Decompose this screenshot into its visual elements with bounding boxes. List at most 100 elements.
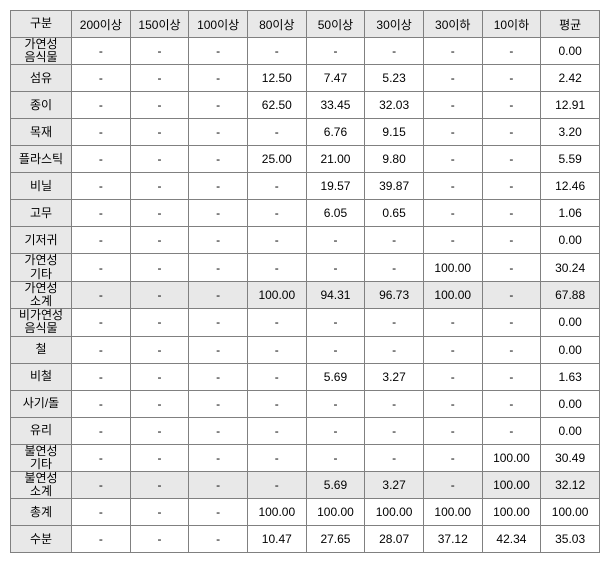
table-cell: - — [423, 65, 482, 92]
table-cell: - — [247, 336, 306, 363]
row-label: 비철 — [11, 363, 72, 390]
table-cell: 62.50 — [247, 92, 306, 119]
table-cell: - — [365, 309, 424, 336]
table-cell: 100.00 — [365, 499, 424, 526]
table-cell: - — [189, 526, 248, 553]
table-cell: 10.47 — [247, 526, 306, 553]
row-label: 가연성소계 — [11, 281, 72, 308]
col-header: 평균 — [541, 11, 600, 38]
table-cell: - — [189, 309, 248, 336]
table-cell: - — [423, 390, 482, 417]
table-cell: - — [72, 309, 131, 336]
table-cell: - — [72, 363, 131, 390]
table-cell: - — [130, 499, 189, 526]
table-cell: - — [423, 173, 482, 200]
table-cell: 25.00 — [247, 146, 306, 173]
table-cell: - — [72, 499, 131, 526]
table-cell: - — [189, 65, 248, 92]
col-header: 구분 — [11, 11, 72, 38]
table-cell: - — [482, 65, 541, 92]
table-cell: - — [189, 417, 248, 444]
table-cell: - — [365, 254, 424, 281]
table-cell: 33.45 — [306, 92, 365, 119]
table-cell: - — [130, 417, 189, 444]
table-cell: 3.20 — [541, 119, 600, 146]
table-cell: 9.15 — [365, 119, 424, 146]
table-cell: - — [423, 309, 482, 336]
table-cell: - — [189, 471, 248, 498]
row-label: 가연성음식물 — [11, 38, 72, 65]
table-cell: - — [130, 146, 189, 173]
table-cell: - — [247, 227, 306, 254]
table-row: 가연성소계---100.0094.3196.73100.00-67.88 — [11, 281, 600, 308]
table-cell: 35.03 — [541, 526, 600, 553]
table-cell: - — [130, 363, 189, 390]
row-label: 비닐 — [11, 173, 72, 200]
table-cell: 27.65 — [306, 526, 365, 553]
data-table: 구분 200이상 150이상 100이상 80이상 50이상 30이상 30이하… — [10, 10, 600, 553]
table-cell: - — [306, 38, 365, 65]
table-cell: - — [423, 363, 482, 390]
table-cell: 100.00 — [482, 471, 541, 498]
table-cell: - — [482, 92, 541, 119]
row-label: 고무 — [11, 200, 72, 227]
table-cell: - — [130, 309, 189, 336]
table-cell: 6.76 — [306, 119, 365, 146]
table-cell: 94.31 — [306, 281, 365, 308]
table-cell: 100.00 — [423, 499, 482, 526]
table-cell: 100.00 — [247, 281, 306, 308]
table-row: 사기/돌--------0.00 — [11, 390, 600, 417]
table-cell: 3.27 — [365, 471, 424, 498]
table-row: 수분---10.4727.6528.0737.1242.3435.03 — [11, 526, 600, 553]
table-cell: - — [482, 227, 541, 254]
table-cell: - — [247, 417, 306, 444]
table-row: 유리--------0.00 — [11, 417, 600, 444]
table-cell: - — [130, 38, 189, 65]
table-cell: - — [247, 200, 306, 227]
table-cell: - — [365, 336, 424, 363]
table-cell: 0.00 — [541, 38, 600, 65]
table-cell: - — [482, 417, 541, 444]
table-cell: - — [189, 254, 248, 281]
row-label: 기저귀 — [11, 227, 72, 254]
table-cell: 42.34 — [482, 526, 541, 553]
table-cell: - — [423, 119, 482, 146]
table-cell: - — [482, 309, 541, 336]
col-header: 100이상 — [189, 11, 248, 38]
table-row: 기저귀--------0.00 — [11, 227, 600, 254]
table-cell: - — [72, 173, 131, 200]
table-cell: - — [482, 38, 541, 65]
table-cell: 5.69 — [306, 363, 365, 390]
table-cell: - — [306, 444, 365, 471]
table-cell: - — [423, 92, 482, 119]
table-cell: - — [482, 119, 541, 146]
table-row: 불연성소계----5.693.27-100.0032.12 — [11, 471, 600, 498]
table-cell: - — [189, 146, 248, 173]
table-cell: 6.05 — [306, 200, 365, 227]
table-cell: - — [130, 444, 189, 471]
table-cell: 100.00 — [423, 254, 482, 281]
table-cell: - — [365, 38, 424, 65]
table-cell: - — [189, 119, 248, 146]
row-label: 불연성소계 — [11, 471, 72, 498]
table-cell: - — [306, 417, 365, 444]
table-cell: - — [423, 336, 482, 363]
table-cell: - — [189, 363, 248, 390]
table-cell: - — [189, 200, 248, 227]
table-cell: - — [482, 336, 541, 363]
table-cell: - — [482, 363, 541, 390]
row-label: 유리 — [11, 417, 72, 444]
table-cell: 28.07 — [365, 526, 424, 553]
table-cell: 5.69 — [306, 471, 365, 498]
table-cell: 100.00 — [423, 281, 482, 308]
table-cell: 30.24 — [541, 254, 600, 281]
table-row: 비가연성음식물--------0.00 — [11, 309, 600, 336]
table-cell: - — [189, 390, 248, 417]
table-cell: - — [189, 499, 248, 526]
table-cell: - — [365, 417, 424, 444]
table-cell: 30.49 — [541, 444, 600, 471]
table-cell: - — [482, 173, 541, 200]
table-cell: - — [423, 444, 482, 471]
table-cell: 12.50 — [247, 65, 306, 92]
col-header: 10이하 — [482, 11, 541, 38]
